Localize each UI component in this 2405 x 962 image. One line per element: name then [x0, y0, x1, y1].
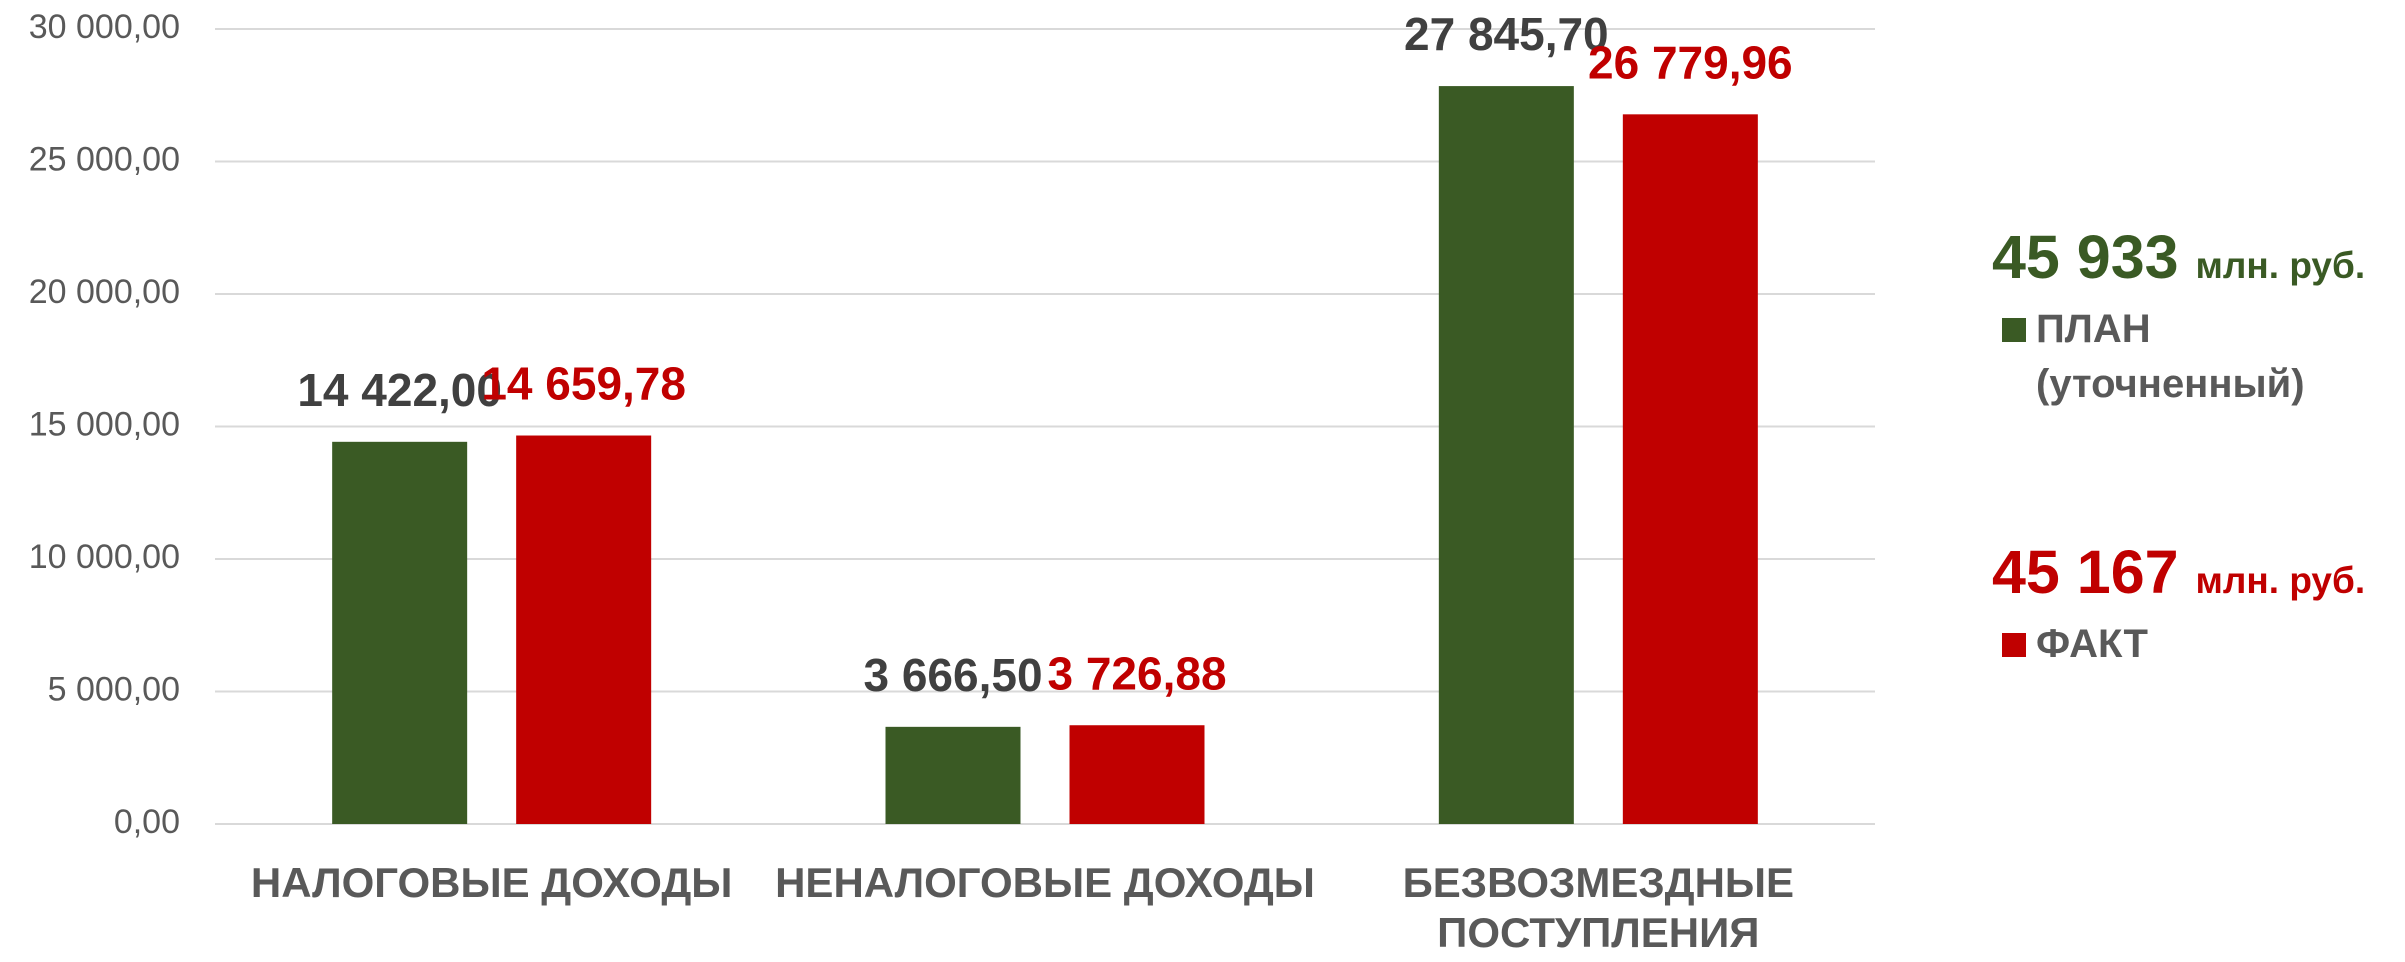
- y-tick-label: 5 000,00: [48, 670, 180, 708]
- y-tick-label: 15 000,00: [29, 405, 180, 443]
- bar: [1622, 114, 1758, 825]
- total-value: 45 933: [1992, 223, 2179, 291]
- value-label: 26 779,96: [1588, 36, 1793, 88]
- bar: [332, 441, 468, 824]
- y-tick-label: 0,00: [114, 803, 180, 841]
- legend-text: ФАКТ: [2036, 622, 2148, 666]
- legend-item: 45 933 млн. руб. ПЛАН (уточненный): [1992, 225, 2405, 412]
- bar: [885, 726, 1021, 824]
- x-tick-label: НАЛОГОВЫЕ ДОХОДЫ: [250, 859, 733, 906]
- legend-label: ФАКТ: [1992, 617, 2366, 672]
- value-label: 3 666,50: [863, 649, 1042, 701]
- total-unit: млн. руб.: [2195, 245, 2366, 286]
- value-label: 14 422,00: [297, 364, 502, 416]
- x-tick-label: БЕЗВОЗМЕЗДНЫЕ ПОСТУПЛЕНИЯ: [1402, 859, 1795, 956]
- y-tick-label: 20 000,00: [29, 273, 180, 311]
- legend-total: 45 167 млн. руб.: [1992, 540, 2405, 613]
- bar: [1069, 725, 1205, 824]
- bar: [1438, 86, 1574, 825]
- y-tick-label: 25 000,00: [29, 140, 180, 178]
- y-tick-label: 30 000,00: [29, 8, 180, 46]
- legend-total: 45 933 млн. руб.: [1992, 225, 2405, 298]
- legend-swatch: [2002, 318, 2026, 342]
- legend-swatch: [2002, 633, 2026, 657]
- value-label: 3 726,88: [1047, 647, 1226, 699]
- value-label: 14 659,78: [481, 358, 686, 410]
- x-tick-label: НЕНАЛОГОВЫЕ ДОХОДЫ: [775, 859, 1315, 906]
- y-tick-label: 10 000,00: [29, 538, 180, 576]
- total-unit: млн. руб.: [2195, 560, 2366, 601]
- legend-label: ПЛАН (уточненный): [1992, 302, 2366, 412]
- value-label: 27 845,70: [1404, 8, 1609, 60]
- total-value: 45 167: [1992, 538, 2179, 606]
- bar: [516, 435, 652, 824]
- legend-item: 45 167 млн. руб. ФАКТ: [1992, 540, 2405, 672]
- legend-text: ПЛАН (уточненный): [2036, 307, 2305, 406]
